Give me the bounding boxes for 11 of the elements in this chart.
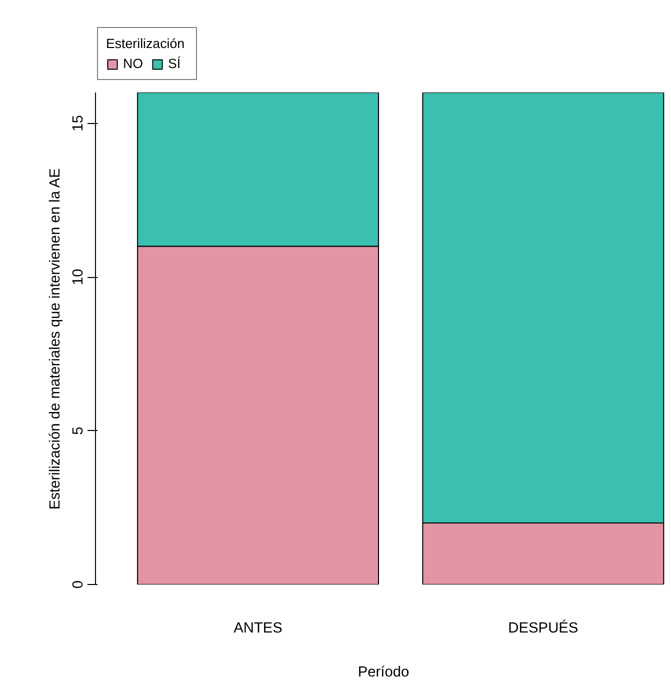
x-axis-title: Período xyxy=(358,664,410,680)
x-tick-label: DESPUÉS xyxy=(508,620,578,636)
legend-title: Esterilización xyxy=(106,36,186,51)
x-tick-label: ANTES xyxy=(234,620,283,636)
legend-label: SÍ xyxy=(168,56,182,71)
y-tick-label: 10 xyxy=(70,268,86,286)
y-tick-label: 15 xyxy=(70,115,86,132)
legend-label: NO xyxy=(123,56,143,71)
y-axis-title: Esterilización de materiales que intervienen en la AE xyxy=(48,168,64,510)
y-tick-label: 0 xyxy=(70,580,86,589)
y-tick-label: 5 xyxy=(70,426,86,435)
